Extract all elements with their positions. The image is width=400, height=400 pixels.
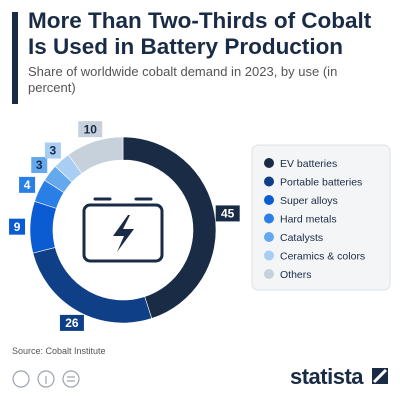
legend-label: Hard metals (280, 213, 337, 225)
value-label-box (215, 205, 240, 222)
legend-label: Super alloys (280, 195, 338, 207)
legend-label: Portable batteries (280, 176, 362, 188)
legend-label: EV batteries (280, 158, 337, 170)
value-label-box (78, 121, 103, 138)
value-label: 3 (50, 144, 57, 158)
value-label-box (9, 218, 26, 235)
legend-label: Catalysts (280, 232, 323, 244)
legend-label: Ceramics & colors (280, 250, 365, 262)
legend-swatch (264, 269, 274, 279)
legend-swatch (264, 158, 274, 168)
donut-segment (67, 136, 124, 174)
legend-label: Others (280, 269, 312, 281)
cc-icons (12, 370, 80, 388)
source: Source: Cobalt Institute (12, 346, 106, 356)
legend-swatch (264, 250, 274, 261)
value-label: 10 (84, 122, 98, 136)
value-label-box (59, 314, 84, 331)
logo: statista (290, 364, 364, 389)
logo-mark-stroke (372, 368, 388, 384)
value-label: 4 (24, 178, 31, 192)
legend-swatch (264, 232, 274, 242)
legend-swatch (264, 195, 274, 205)
donut-segment (122, 136, 217, 319)
legend-swatch (264, 176, 274, 187)
value-label: 3 (36, 158, 43, 172)
battery-icon (82, 197, 164, 263)
donut-segment (29, 200, 57, 254)
value-label-box (44, 142, 61, 159)
donut-segment (32, 247, 153, 324)
title: More Than Two-Thirds of Cobalt Is Used i… (28, 8, 372, 59)
value-label: 26 (65, 316, 79, 330)
legend-swatch (264, 213, 274, 224)
legend-box (251, 144, 391, 291)
value-label-box (19, 176, 36, 193)
value-label: 45 (221, 207, 235, 221)
subtitle: Share of worldwide cobalt demand in 2023… (28, 64, 338, 95)
title-accent (12, 12, 18, 104)
value-label-box (31, 157, 48, 174)
value-label: 9 (14, 220, 21, 234)
